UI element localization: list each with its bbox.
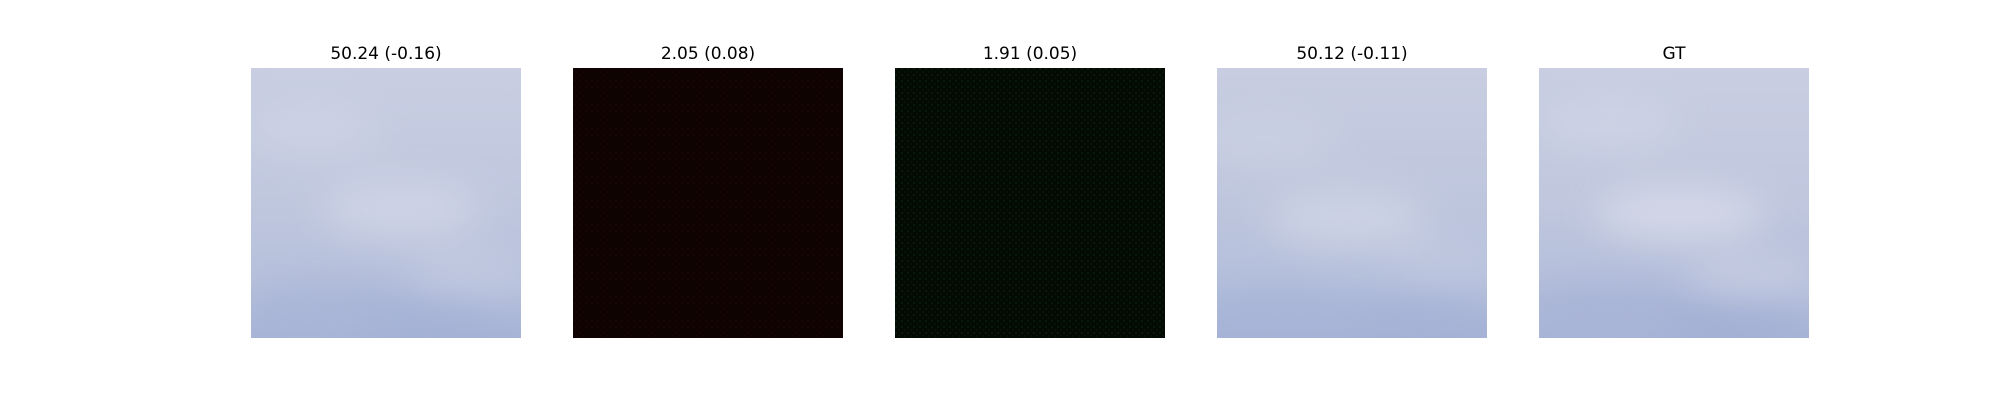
panel-title: 50.24 (-0.16) [330,44,442,64]
panel-prediction-1: 50.24 (-0.16) [251,40,521,338]
panel-title: 50.12 (-0.11) [1296,44,1408,64]
panel-prediction-4: 50.12 (-0.11) [1217,40,1487,338]
sky-image [1539,68,1809,338]
dark-green-image [895,68,1165,338]
dark-red-image [573,68,843,338]
panel-ground-truth: GT [1539,40,1809,338]
panel-prediction-2: 2.05 (0.08) [573,40,843,338]
panel-title: 2.05 (0.08) [660,44,756,64]
sky-image [251,68,521,338]
panel-title: GT [1662,44,1686,64]
panel-title: 1.91 (0.05) [982,44,1078,64]
sky-image [1217,68,1487,338]
panel-prediction-3: 1.91 (0.05) [895,40,1165,338]
